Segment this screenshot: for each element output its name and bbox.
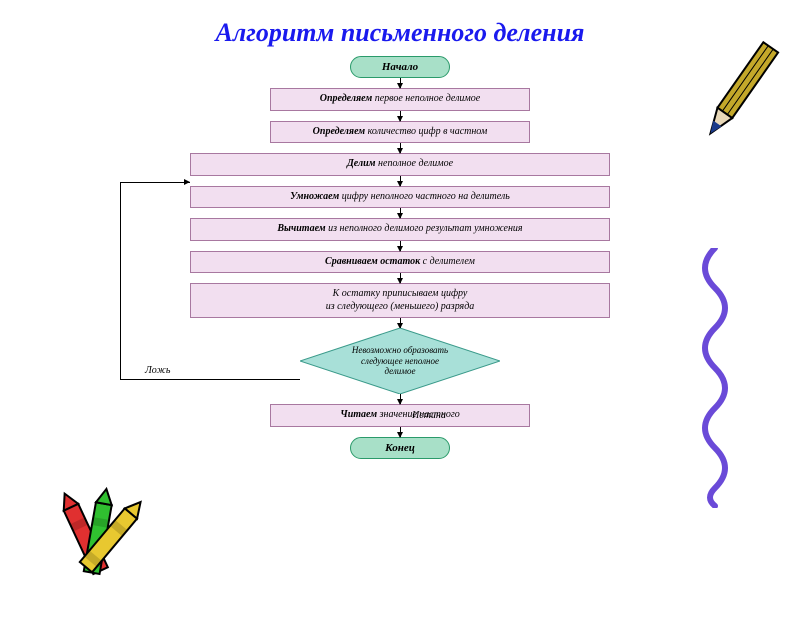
process-box: К остатку приписываем цифруиз следующего…	[190, 283, 610, 318]
pencil-decoration	[690, 28, 790, 163]
process-box: Делим неполное делимое	[190, 153, 610, 176]
process-box: Читаем значение частного	[270, 404, 530, 427]
process-box: Определяем количество цифр в частном	[270, 121, 530, 144]
crayons-decoration	[20, 478, 180, 623]
process-box: Сравниваем остаток с делителем	[190, 251, 610, 274]
page-title: Алгоритм письменного деления	[0, 18, 800, 48]
process-box: Определяем первое неполное делимое	[270, 88, 530, 111]
loop-arrowhead	[184, 179, 190, 185]
loop-line-top	[120, 182, 190, 183]
terminator: Конец	[350, 437, 450, 459]
decision-diamond: Невозможно образоватьследующее неполноед…	[300, 328, 500, 394]
squiggle-decoration	[685, 248, 745, 513]
process-box: Вычитаем из неполного делимого результат…	[190, 218, 610, 241]
process-box: Умножаем цифру неполного частного на дел…	[190, 186, 610, 209]
decision-true-label: Истина	[412, 410, 446, 421]
terminator: Начало	[350, 56, 450, 78]
decision-false-label: Ложь	[145, 365, 170, 376]
loop-line-vertical	[120, 182, 121, 379]
loop-line-bottom	[120, 379, 300, 380]
flowchart-container: Начало Определяем первое неполное делимое…	[150, 56, 650, 459]
